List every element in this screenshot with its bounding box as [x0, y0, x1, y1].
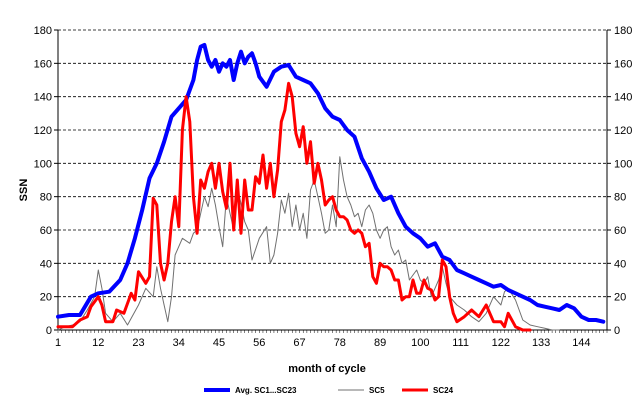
- y-tick-label-right: 140: [614, 92, 632, 104]
- series-line-2: [56, 81, 532, 332]
- series-line-0: [56, 43, 606, 324]
- y-tick-label-left: 20: [40, 292, 52, 304]
- x-tick-label-111: 111: [452, 337, 469, 349]
- x-tick-label-144: 144: [572, 337, 590, 349]
- legend-label-2: SC24: [433, 386, 454, 395]
- y-tick-label-right: 180: [614, 25, 632, 37]
- y-tick-label-right: 80: [614, 192, 626, 204]
- y-tick-label-right: 20: [614, 292, 626, 304]
- legend-label-1: SC5: [369, 386, 385, 395]
- y-axis-title: SSN: [18, 179, 30, 202]
- x-tick-label-100: 100: [411, 337, 429, 349]
- x-tick-label-12: 12: [92, 337, 104, 349]
- y-tick-label-right: 160: [614, 58, 632, 70]
- y-tick-label-left: 40: [40, 258, 52, 270]
- y-tick-label-left: 100: [34, 158, 52, 170]
- x-tick-label-122: 122: [492, 337, 510, 349]
- x-axis-title: month of cycle: [288, 363, 366, 375]
- y-tick-label-left: 0: [46, 325, 52, 337]
- x-tick-label-1: 1: [55, 337, 61, 349]
- y-tick-label-left: 60: [40, 225, 52, 237]
- y-tick-label-left: 120: [34, 125, 52, 137]
- axes: [54, 29, 611, 333]
- tick-labels: 0 0 20 20 40 40 60 60 80 80 100 100 120 120 140 140 160 1…: [34, 25, 633, 349]
- y-tick-label-right: 120: [614, 125, 632, 137]
- x-tick-label-133: 133: [532, 337, 550, 349]
- x-tick-label-67: 67: [293, 337, 305, 349]
- y-tick-label-left: 160: [34, 58, 52, 70]
- grid-lines: [58, 29, 607, 298]
- y-tick-label-right: 0: [614, 325, 620, 337]
- y-tick-label-right: 100: [614, 158, 632, 170]
- legend-label-0: Avg. SC1...SC23: [235, 386, 297, 395]
- x-tick-label-34: 34: [173, 337, 185, 349]
- series-lines: [56, 43, 606, 332]
- x-tick-label-89: 89: [374, 337, 386, 349]
- legend: Avg. SC1...SC23 SC5 SC24: [204, 386, 454, 395]
- y-tick-label-left: 180: [34, 25, 52, 37]
- y-tick-label-left: 80: [40, 192, 52, 204]
- x-tick-label-23: 23: [132, 337, 144, 349]
- y-tick-label-left: 140: [34, 92, 52, 104]
- y-tick-label-right: 40: [614, 258, 626, 270]
- y-tick-label-right: 60: [614, 225, 626, 237]
- x-tick-label-56: 56: [253, 337, 265, 349]
- x-tick-label-45: 45: [213, 337, 225, 349]
- x-tick-label-78: 78: [334, 337, 346, 349]
